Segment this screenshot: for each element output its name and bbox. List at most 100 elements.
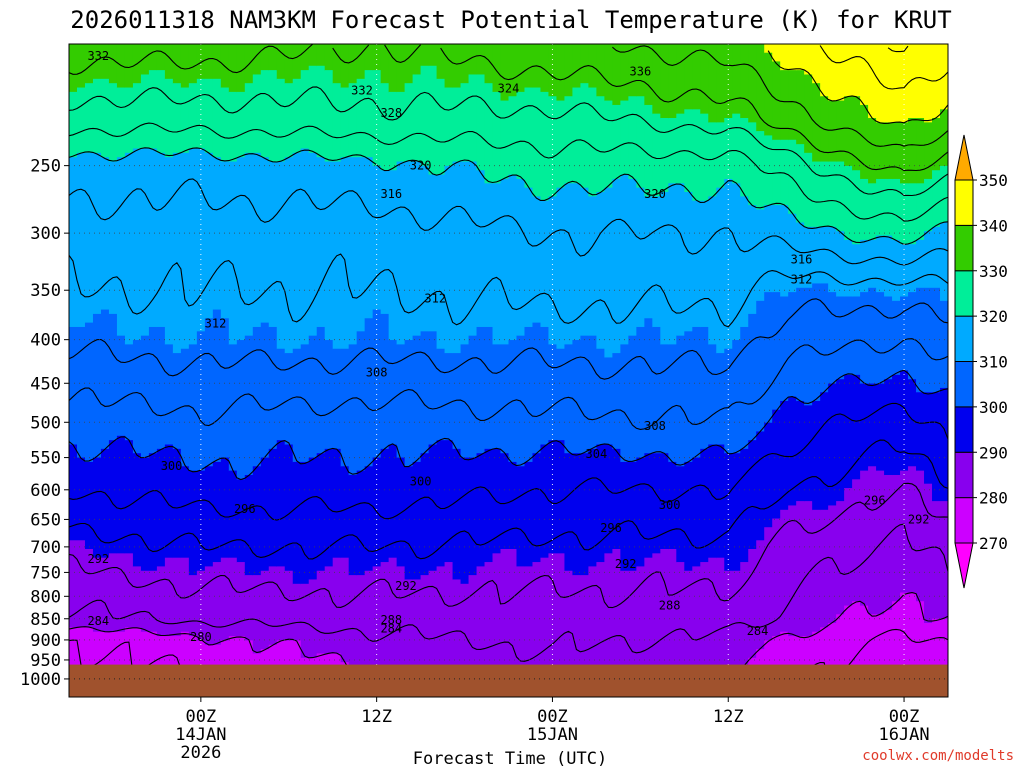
theta-band — [796, 44, 805, 71]
theta-band — [684, 461, 693, 572]
theta-band — [412, 44, 422, 76]
theta-band — [796, 144, 805, 224]
theta-band — [228, 44, 238, 93]
y-tick-label: 250 — [30, 157, 61, 177]
theta-band — [780, 631, 789, 697]
theta-band — [908, 183, 917, 245]
theta-band — [484, 326, 494, 450]
theta-band — [564, 570, 574, 697]
theta-band — [212, 44, 222, 80]
theta-band — [588, 196, 597, 337]
theta-band — [756, 209, 765, 302]
theta-band — [548, 440, 558, 554]
theta-band — [916, 392, 925, 472]
contour-328 — [69, 86, 948, 197]
contour-label: 296 — [600, 521, 622, 535]
theta-band — [140, 148, 150, 337]
theta-band — [892, 474, 901, 602]
theta-band — [444, 44, 454, 89]
terrain-layer — [69, 664, 948, 697]
theta-band — [596, 96, 605, 193]
contour-label: 284 — [380, 622, 402, 636]
theta-band — [348, 44, 358, 84]
theta-band — [156, 566, 166, 637]
theta-band — [660, 44, 669, 119]
theta-band — [820, 226, 829, 285]
theta-band — [908, 592, 917, 697]
theta-band — [380, 313, 390, 450]
theta-band — [516, 178, 526, 337]
theta-band — [572, 453, 582, 576]
theta-band — [516, 44, 526, 93]
theta-band — [556, 553, 566, 697]
theta-band — [348, 157, 358, 345]
theta-band — [172, 353, 182, 450]
theta-band — [324, 566, 334, 655]
theta-band — [892, 601, 901, 697]
theta-band — [396, 91, 406, 163]
theta-band — [572, 87, 582, 184]
theta-band — [404, 44, 414, 84]
theta-band — [876, 122, 885, 180]
theta-band — [668, 118, 677, 184]
theta-band — [380, 562, 390, 668]
theta-band — [268, 161, 278, 328]
theta-band — [460, 83, 470, 163]
theta-band — [404, 579, 414, 681]
theta-band — [516, 566, 526, 689]
theta-band — [108, 161, 118, 315]
theta-band — [228, 161, 238, 345]
theta-band — [676, 335, 685, 467]
theta-band — [404, 466, 414, 581]
contour-label: 296 — [234, 502, 256, 516]
theta-band — [324, 448, 334, 567]
theta-band — [524, 187, 534, 328]
theta-band — [204, 44, 214, 80]
theta-band — [644, 557, 653, 681]
theta-band — [612, 448, 621, 550]
theta-band — [84, 461, 94, 550]
theta-band — [364, 570, 374, 672]
theta-band — [508, 174, 518, 341]
theta-band — [820, 283, 829, 393]
theta-band — [428, 331, 438, 446]
theta-band — [500, 44, 510, 102]
theta-band — [492, 91, 502, 184]
x-tick-label: 00Z — [889, 707, 920, 727]
theta-band — [156, 326, 166, 450]
theta-band — [708, 196, 717, 345]
y-tick-label: 450 — [30, 374, 61, 394]
colorbar-label: 320 — [979, 307, 1008, 326]
colorbar-upper-arrow — [954, 134, 974, 181]
theta-band — [452, 353, 462, 450]
theta-band — [148, 453, 158, 572]
theta-band — [268, 44, 278, 71]
theta-band — [204, 78, 214, 154]
colorbar-segment — [954, 361, 974, 408]
theta-band — [484, 562, 494, 676]
theta-band — [812, 161, 821, 228]
theta-band — [852, 374, 861, 480]
colorbar-segment — [954, 315, 974, 362]
theta-band — [924, 44, 933, 123]
theta-band — [148, 70, 158, 150]
theta-band — [236, 562, 246, 637]
theta-band — [844, 488, 853, 607]
theta-band — [356, 575, 366, 672]
theta-band — [100, 78, 110, 158]
theta-band — [260, 570, 270, 650]
theta-band — [84, 548, 94, 628]
theta-band — [836, 379, 845, 502]
theta-band — [364, 70, 374, 158]
theta-band — [348, 83, 358, 158]
theta-band — [836, 44, 845, 102]
theta-band — [548, 553, 558, 697]
theta-band — [796, 287, 805, 402]
theta-band — [372, 566, 382, 668]
theta-band — [724, 348, 733, 454]
theta-band — [652, 44, 661, 115]
colorbar-segment — [954, 451, 974, 499]
theta-band — [476, 566, 486, 676]
theta-band — [860, 44, 869, 106]
theta-band — [900, 44, 909, 123]
